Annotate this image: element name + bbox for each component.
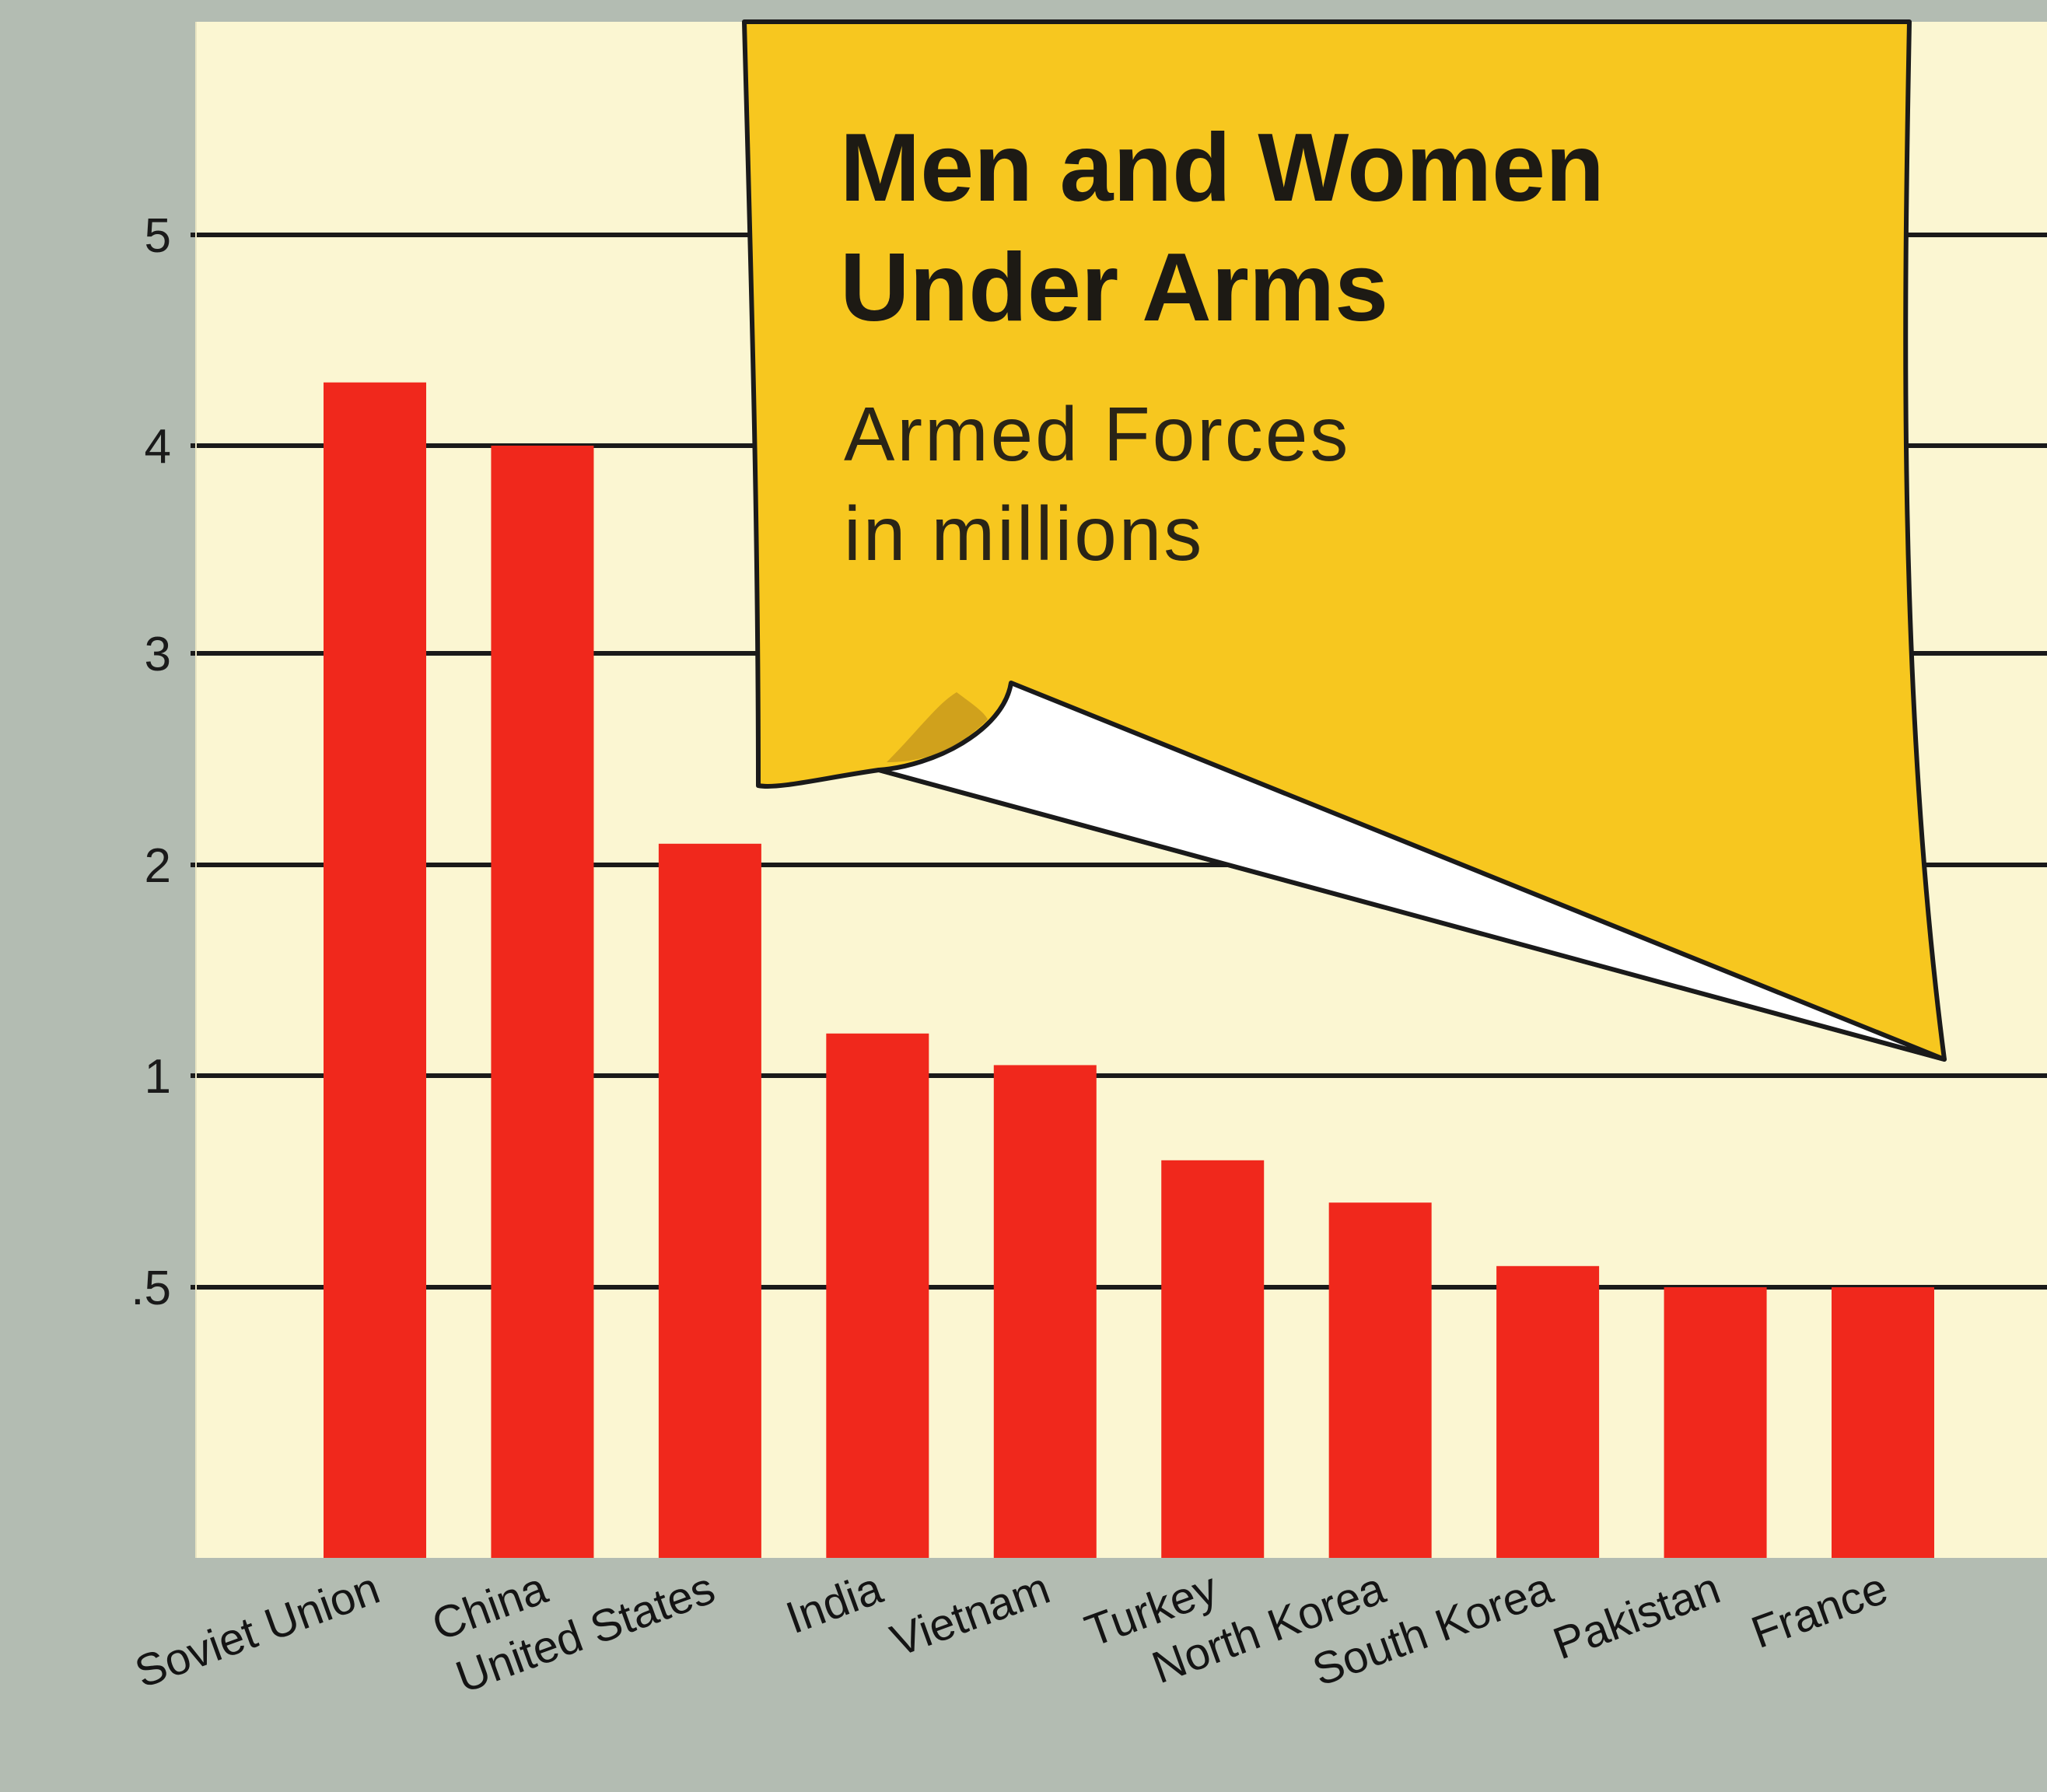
chart-title-line-2: Under Arms [840, 234, 1388, 341]
y-tick-label-1: 1 [145, 1050, 171, 1104]
bubble-curl [877, 681, 1947, 1062]
title-speech-bubble: Men and Women Under Arms Armed Forces in… [742, 19, 1947, 1062]
bubble-curl-shadow [887, 692, 988, 762]
chart-subtitle-line-1: Armed Forces [844, 391, 1350, 477]
bar-1 [491, 446, 594, 1558]
y-tick-label-5: 5 [145, 209, 171, 263]
bar-0 [324, 382, 426, 1559]
y-tick-label-0: .5 [131, 1262, 171, 1315]
bar-7 [1496, 1265, 1600, 1558]
y-tick-labels: .5 1 2 3 4 5 [131, 209, 171, 1315]
bar-3 [826, 1033, 929, 1558]
chart-subtitle-line-2: in millions [844, 491, 1204, 576]
chart-title-line-1: Men and Women [840, 114, 1604, 222]
y-tick-label-3: 3 [145, 628, 171, 681]
bar-2 [658, 843, 761, 1558]
y-tick-label-2: 2 [145, 839, 171, 893]
bar-4 [993, 1065, 1097, 1558]
bar-8 [1664, 1287, 1767, 1558]
bar-5 [1161, 1160, 1265, 1558]
bar-6 [1328, 1202, 1432, 1558]
y-tick-label-4: 4 [145, 420, 171, 474]
bar-9 [1832, 1287, 1934, 1558]
bars [324, 382, 1934, 1559]
